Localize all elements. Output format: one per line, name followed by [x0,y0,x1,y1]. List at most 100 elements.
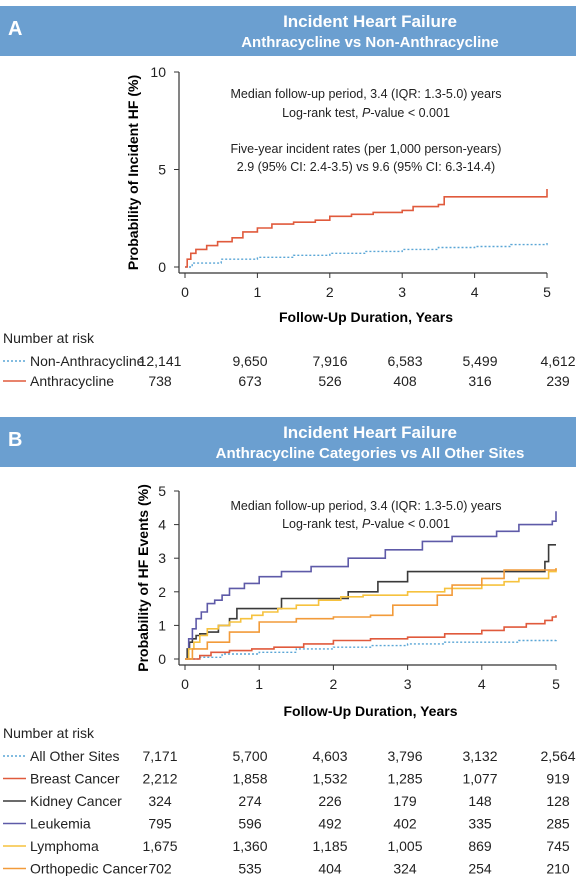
chart2-risk-value: 226 [318,793,342,809]
chart2-x-tick-label: 4 [478,676,486,692]
chart1-annotation: Five-year incident rates (per 1,000 pers… [231,142,502,156]
panel-b-subtitle: Anthracycline Categories vs All Other Si… [215,445,525,462]
chart1-y-tick-label: 5 [158,162,166,178]
chart1-y-tick-label: 10 [150,64,166,80]
chart2-risk-value: 148 [468,793,492,809]
chart2-y-tick-label: 1 [158,617,166,633]
chart2-series-all-other-sites [185,638,557,660]
chart1-series-non-anthracycline [185,241,548,268]
chart1-risk-value: 408 [393,373,417,389]
chart1-risk-value: 239 [546,373,570,389]
panel-a-subtitle: Anthracycline vs Non-Anthracycline [241,34,499,51]
chart2-risk-value: 274 [238,793,262,809]
panel-a-header: A Incident Heart Failure Anthracycline v… [0,6,576,56]
chart1-risk-value: 316 [468,373,492,389]
chart2-risk-header: Number at risk [3,725,95,741]
chart2-series-leukemia [185,511,557,660]
chart2-risk-value: 1,858 [232,771,267,787]
chart2-y-axis-label: Probability of HF Events (%) [135,484,151,671]
panel-b-title: Incident Heart Failure [283,423,457,442]
chart2-x-tick-label: 3 [404,676,412,692]
chart1-risk-value: 12,141 [139,353,182,369]
chart2-x-tick-label: 0 [181,676,189,692]
chart2-x-axis-label: Follow-Up Duration, Years [284,703,458,719]
panel-a-letter: A [8,18,23,40]
chart2-risk-row-label: Orthopedic Cancer [30,861,148,876]
chart1-annotation: Log-rank test, P-value < 0.001 [282,106,450,120]
chart2-risk-value: 1,532 [312,771,347,787]
panel-a-title: Incident Heart Failure [283,12,457,31]
chart2-x-tick-label: 5 [552,676,560,692]
chart2-risk-value: 535 [238,861,262,876]
chart2-risk-value: 3,132 [462,748,497,764]
chart2-risk-value: 745 [546,838,570,854]
chart2-risk-value: 7,171 [142,748,177,764]
chart2-risk-row-label: Leukemia [30,816,91,832]
chart1-y-tick-label: 0 [158,259,166,275]
chart2-risk-value: 795 [148,816,172,832]
chart2-y-tick-label: 4 [158,517,166,533]
chart2-risk-value: 1,077 [462,771,497,787]
chart2-risk-value: 4,603 [312,748,347,764]
chart2-risk-value: 404 [318,861,342,876]
chart2-series-breast-cancer [185,615,557,660]
chart2-risk-value: 702 [148,861,172,876]
chart1-series-anthracycline [185,189,548,268]
chart1-x-tick-label: 4 [471,284,479,300]
chart2-x-tick-label: 1 [255,676,263,692]
chart2-risk-value: 1,675 [142,838,177,854]
chart2-risk-value: 335 [468,816,492,832]
chart2-risk-value: 210 [546,861,570,876]
chart1-risk-value: 9,650 [232,353,267,369]
chart1-x-tick-label: 0 [181,284,189,300]
chart2-risk-value: 1,005 [387,838,422,854]
chart2-risk-row-label: All Other Sites [30,748,119,764]
chart1-x-tick-label: 1 [254,284,262,300]
chart2-risk-value: 128 [546,793,570,809]
chart1-risk-row-label: Non-Anthracycline [30,353,145,369]
chart2-risk-value: 179 [393,793,417,809]
chart1-risk-value: 738 [148,373,172,389]
chart2-risk-value: 869 [468,838,492,854]
chart2-risk-value: 1,360 [232,838,267,854]
chart2-y-tick-label: 3 [158,550,166,566]
chart1-risk-value: 673 [238,373,262,389]
chart2-annotation: Median follow-up period, 3.4 (IQR: 1.3-5… [231,499,502,513]
chart2-risk-value: 596 [238,816,262,832]
chart2-risk-row-label: Breast Cancer [30,771,120,787]
panel-b-letter: B [8,429,23,451]
chart1-x-axis-label: Follow-Up Duration, Years [279,309,453,325]
chart1-risk-value: 4,612 [540,353,575,369]
chart2-risk-value: 254 [468,861,492,876]
chart1-risk-value: 5,499 [462,353,497,369]
chart2-series-orthopedic-cancer [185,568,557,660]
panel-b-header: B Incident Heart Failure Anthracycline C… [0,417,576,467]
chart2-risk-value: 2,212 [142,771,177,787]
chart2-risk-value: 402 [393,816,417,832]
chart2-x-tick-label: 2 [330,676,338,692]
chart2-y-tick-label: 5 [158,483,166,499]
chart1-risk-value: 526 [318,373,342,389]
chart2-risk-value: 285 [546,816,570,832]
chart2-y-tick-label: 2 [158,584,166,600]
chart2-annotation: Log-rank test, P-value < 0.001 [282,517,450,531]
chart2-risk-value: 324 [148,793,172,809]
chart1-y-axis-label: Probability of Incident HF (%) [125,75,141,270]
chart1-x-tick-label: 5 [543,284,551,300]
chart2-y-tick-label: 0 [158,651,166,667]
chart2-risk-value: 5,700 [232,748,267,764]
chart2-series-lymphoma [185,568,557,660]
chart2-risk-value: 1,285 [387,771,422,787]
chart2-risk-value: 492 [318,816,342,832]
chart2-risk-row-label: Kidney Cancer [30,793,122,809]
chart2-risk-value: 3,796 [387,748,422,764]
chart1-x-tick-label: 2 [326,284,334,300]
chart2-risk-value: 919 [546,771,570,787]
chart1-risk-value: 7,916 [312,353,347,369]
chart1-annotation: Median follow-up period, 3.4 (IQR: 1.3-5… [231,87,502,101]
chart2-risk-value: 324 [393,861,417,876]
chart2-risk-value: 1,185 [312,838,347,854]
chart1-risk-header: Number at risk [3,330,95,346]
chart1-x-tick-label: 3 [398,284,406,300]
